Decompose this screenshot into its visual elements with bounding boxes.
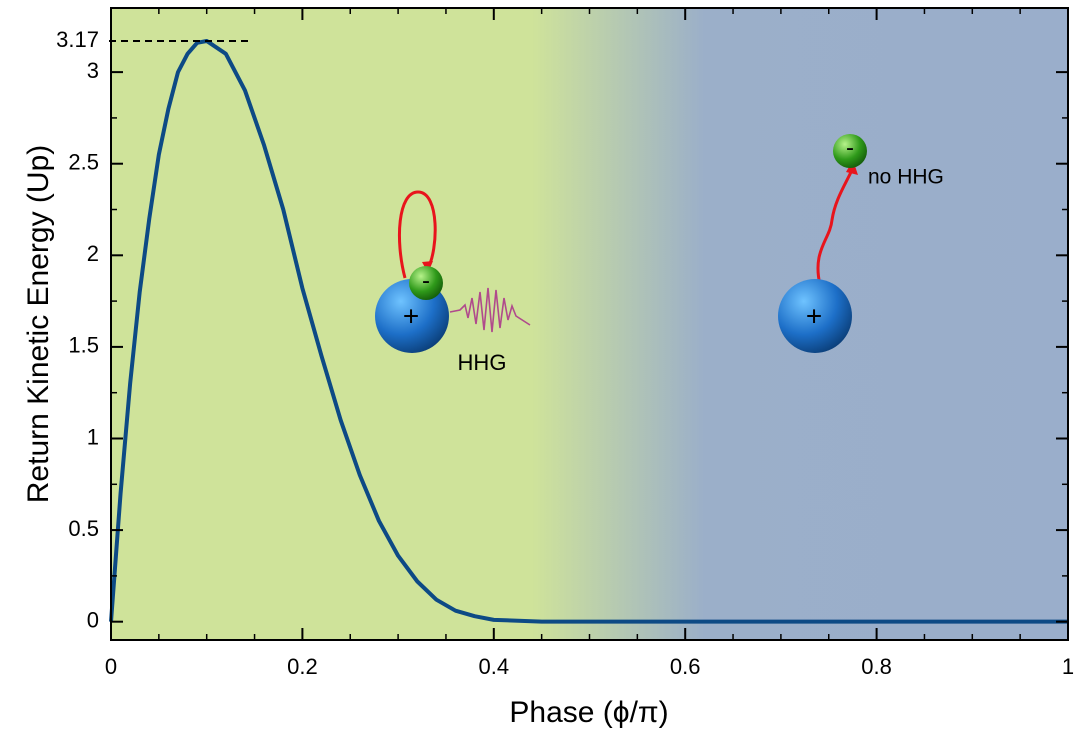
x-tick-label: 0.2 [287,654,318,679]
x-tick-label: 1 [1062,654,1074,679]
x-axis-label: Phase (ϕ/π) [509,696,668,729]
ion-sign: + [806,300,822,331]
electron-path [397,190,437,279]
hhg-wave [449,287,531,333]
plot-background [111,8,1068,640]
ion [778,279,852,353]
x-tick-label: 0 [105,654,117,679]
electron [833,134,867,168]
y-tick-label: 2 [87,241,99,266]
y-tick-label: 3 [87,58,99,83]
series-line [109,38,1068,624]
electron-sign: - [846,134,854,161]
electron-sign: - [422,267,430,294]
peak-label: 3.17 [56,27,99,52]
x-tick-label: 0.4 [479,654,510,679]
annotation: no HHG [868,166,944,189]
annotation: HHG [458,350,507,375]
y-tick-label: 0 [87,607,99,632]
ion-sign: + [403,300,419,331]
electron-path [816,169,854,286]
x-tick-label: 0.6 [670,654,701,679]
x-tick-label: 0.8 [861,654,892,679]
electron [409,266,443,300]
y-tick-label: 1.5 [68,333,99,358]
y-tick-label: 2.5 [68,150,99,175]
y-tick-label: 1 [87,424,99,449]
y-axis-label: Return Kinetic Energy (Up) [22,145,55,503]
y-tick-label: 0.5 [68,516,99,541]
